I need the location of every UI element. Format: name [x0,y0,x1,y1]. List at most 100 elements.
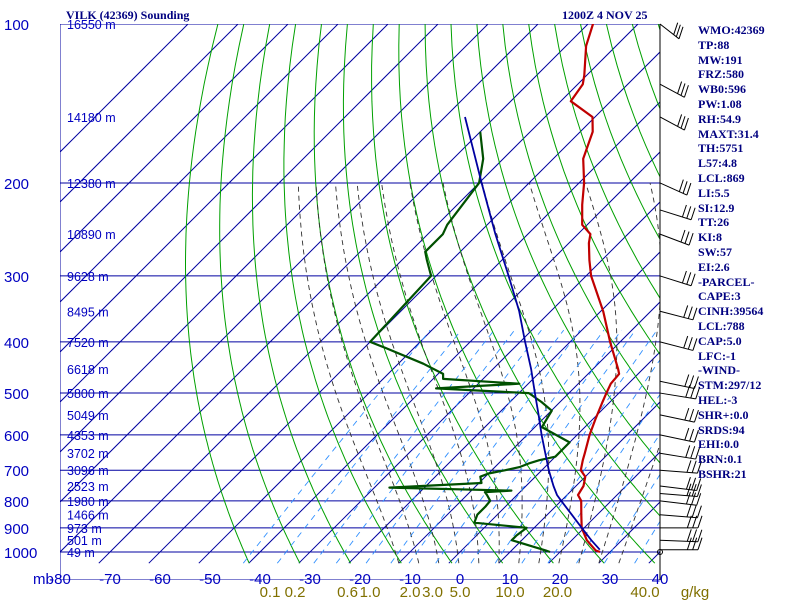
wind-barb [659,427,699,443]
barb-shaft [659,485,697,491]
barb-feather [696,505,702,518]
barb-feather [697,515,703,528]
barb-shaft [659,434,695,443]
index-item: WMO:42369 [698,23,765,37]
barb-feather [673,22,679,35]
height-label: 973 m [67,522,102,536]
barb-feather [696,461,702,474]
barb-feather [689,375,695,388]
height-label: 1466 m [67,509,109,523]
barb-feather [687,337,693,350]
barb-feather [693,429,699,443]
barb-feather [678,26,684,39]
dry-adiabat [251,24,352,564]
height-label: 501 m [67,534,102,548]
index-item: SW:57 [698,244,733,259]
index-item: TP:88 [698,37,730,52]
barb-feather [693,409,699,423]
temperature-tick-label: -20 [349,571,371,588]
moist-adiabat [297,182,400,564]
height-label: 12380 m [67,177,116,191]
barb-feather [687,306,693,319]
dry-adiabat [476,24,660,464]
mixing-ratio-label: 40.0 [630,584,659,600]
isotherm-line [248,151,660,564]
wind-barb [659,445,701,460]
barb-feather [677,114,683,127]
index-item: KI:8 [698,230,722,245]
height-label: 2523 m [67,480,109,494]
barb-shaft [659,392,696,400]
index-item: FRZ:580 [698,67,744,82]
isotherm-line [60,24,289,253]
mixing-ratio-line [470,329,636,564]
temperature-tick-label: -80 [49,571,71,588]
wind-barb [659,22,684,40]
chart-title: VILK (42369) Sounding [66,8,190,22]
isotherm-line [448,351,660,564]
barb-shaft [659,23,680,40]
mixing-ratio-line [521,359,660,564]
temperature-tick-label: -60 [149,571,171,588]
mixing-ratio-line [494,329,658,564]
isotherm-line [60,24,189,153]
pressure-tick-label: 900 [4,521,29,538]
mixing-ratio-label: 2.0 [400,584,421,600]
pressure-tick-label: 1000 [4,545,37,562]
temperature-tick-label: 20 [552,571,569,588]
moist-adiabat [381,182,480,564]
pressure-tick-label: 600 [4,428,29,445]
barb-shaft [659,414,695,423]
barb-feather [680,229,686,243]
temperature-tick-label: -40 [249,571,271,588]
barb-feather [686,206,692,219]
barb-feather [692,537,698,550]
index-item: STM:297/12 [698,378,762,393]
wind-barb [660,537,703,551]
barb-feather [690,273,696,286]
parcel-path-line [464,116,601,551]
wind-barb [659,385,701,400]
wind-barb [659,114,689,131]
isotherm-line [60,24,239,203]
height-label: 10890 m [67,228,116,242]
barb-feather [675,24,681,37]
dry-adiabat [342,24,504,564]
stability-indices: WMO:42369 TP:88 MW:191 FRZ:580 WB0:596 PW:1.0… [698,23,765,482]
barb-shaft [659,341,694,351]
temperature-tick-label: 40 [652,571,669,588]
barb-feather [688,232,694,246]
index-item: EI:2.6 [698,259,730,274]
pressure-tick-label: 200 [4,176,29,193]
dry-adiabat [371,24,554,564]
index-item: L57:4.8 [698,156,737,171]
sounding-date: 1200Z 4 NOV 25 [562,8,648,22]
barb-shaft [659,469,698,474]
barb-feather [685,477,691,490]
index-item: SI:12.9 [698,200,735,215]
barb-feather [692,529,698,542]
moist-adiabat [334,182,440,564]
barb-feather [686,515,692,528]
barb-feather [686,537,692,550]
barb-shaft [659,233,690,246]
barb-feather [693,376,699,389]
index-item: EHI:0.0 [698,437,740,452]
dewpoint-line [369,131,571,554]
mixing-ratio-label: 5.0 [450,584,471,600]
barb-shaft [659,380,695,390]
barb-feather [682,181,688,194]
isotherm-line [198,101,660,564]
barb-feather [683,85,689,98]
temperature-tick-label: -70 [99,571,121,588]
wind-barb [659,374,699,390]
index-item: CAP:5.0 [698,333,742,348]
mixing-ratio-label: 0.6 [337,584,358,600]
barb-feather [697,537,703,550]
moist-adiabat [315,182,420,564]
barb-feather [684,374,690,387]
wind-barb [659,477,702,491]
mixing-ratio-line [335,329,515,564]
index-item: TT:26 [698,215,730,230]
